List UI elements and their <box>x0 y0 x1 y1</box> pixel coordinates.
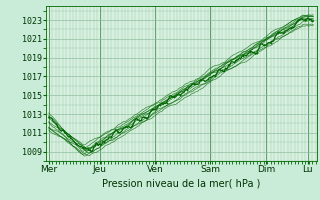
X-axis label: Pression niveau de la mer( hPa ): Pression niveau de la mer( hPa ) <box>102 178 261 188</box>
